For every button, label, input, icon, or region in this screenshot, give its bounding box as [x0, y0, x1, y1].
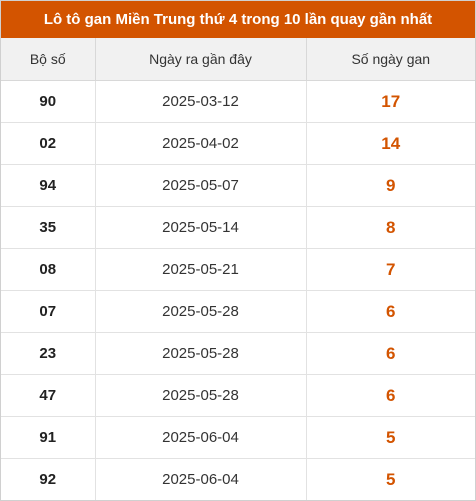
table-row: 07 2025-05-28 6 [1, 290, 475, 333]
row-number-cell: 47 [1, 374, 96, 417]
table-header-row: Bộ số Ngày ra gần đây Số ngày gan [1, 38, 475, 81]
row-date-cell: 2025-05-14 [95, 206, 307, 249]
row-number-cell: 08 [1, 248, 96, 291]
row-gan-days-cell: 8 [306, 206, 475, 249]
table-row: 02 2025-04-02 14 [1, 122, 475, 165]
row-number-cell: 90 [1, 80, 96, 123]
row-date-cell: 2025-05-28 [95, 290, 307, 333]
row-number-cell: 91 [1, 416, 96, 459]
table-row: 23 2025-05-28 6 [1, 332, 475, 375]
row-gan-days-cell: 5 [306, 416, 475, 459]
row-date-cell: 2025-04-02 [95, 122, 307, 165]
row-number-cell: 23 [1, 332, 96, 375]
row-number-cell: 94 [1, 164, 96, 207]
row-date-cell: 2025-03-12 [95, 80, 307, 123]
row-gan-days-cell: 5 [386, 469, 396, 489]
table-row: 94 2025-05-07 9 [1, 164, 475, 207]
row-gan-days-cell: 6 [306, 290, 475, 333]
gan-table: Bộ số Ngày ra gần đây Số ngày gan 90 2025… [1, 38, 475, 500]
table-row: 08 2025-05-21 7 [1, 248, 475, 291]
row-gan-days-cell: 14 [306, 122, 475, 165]
table-title: Lô tô gan Miền Trung thứ 4 trong 10 lần … [1, 1, 475, 38]
table-row: 90 2025-03-12 17 [1, 80, 475, 123]
table-row: 47 2025-05-28 6 [1, 374, 475, 417]
row-gan-days-cell: 9 [306, 164, 475, 207]
header-ngay-ra: Ngày ra gần đây [95, 38, 307, 81]
row-number-cell: 07 [1, 290, 96, 333]
row-gan-days-cell: 6 [306, 332, 475, 375]
row-number-cell: 35 [1, 206, 96, 249]
header-so-ngay-gan: Số ngày gan [306, 38, 475, 81]
row-gan-days-cell: 7 [306, 248, 475, 291]
row-gan-days-cell: 17 [306, 80, 475, 123]
header-bo-so: Bộ số [1, 38, 96, 81]
table-row: 35 2025-05-14 8 [1, 206, 475, 249]
row-number-cell: 02 [1, 122, 96, 165]
row-gan-days-cell: 6 [306, 374, 475, 417]
table-row: 92 2025-06-04 5 [1, 458, 475, 500]
row-date-cell: 2025-05-28 [95, 374, 307, 417]
row-date-cell: 2025-05-21 [95, 248, 307, 291]
row-date-cell: 2025-06-04 [95, 458, 307, 500]
table-row: 91 2025-06-04 5 [1, 416, 475, 459]
row-date-cell: 2025-06-04 [95, 416, 307, 459]
row-number-cell: 92 [1, 458, 96, 500]
row-date-cell: 2025-05-07 [95, 164, 307, 207]
row-date-cell: 2025-05-28 [95, 332, 307, 375]
